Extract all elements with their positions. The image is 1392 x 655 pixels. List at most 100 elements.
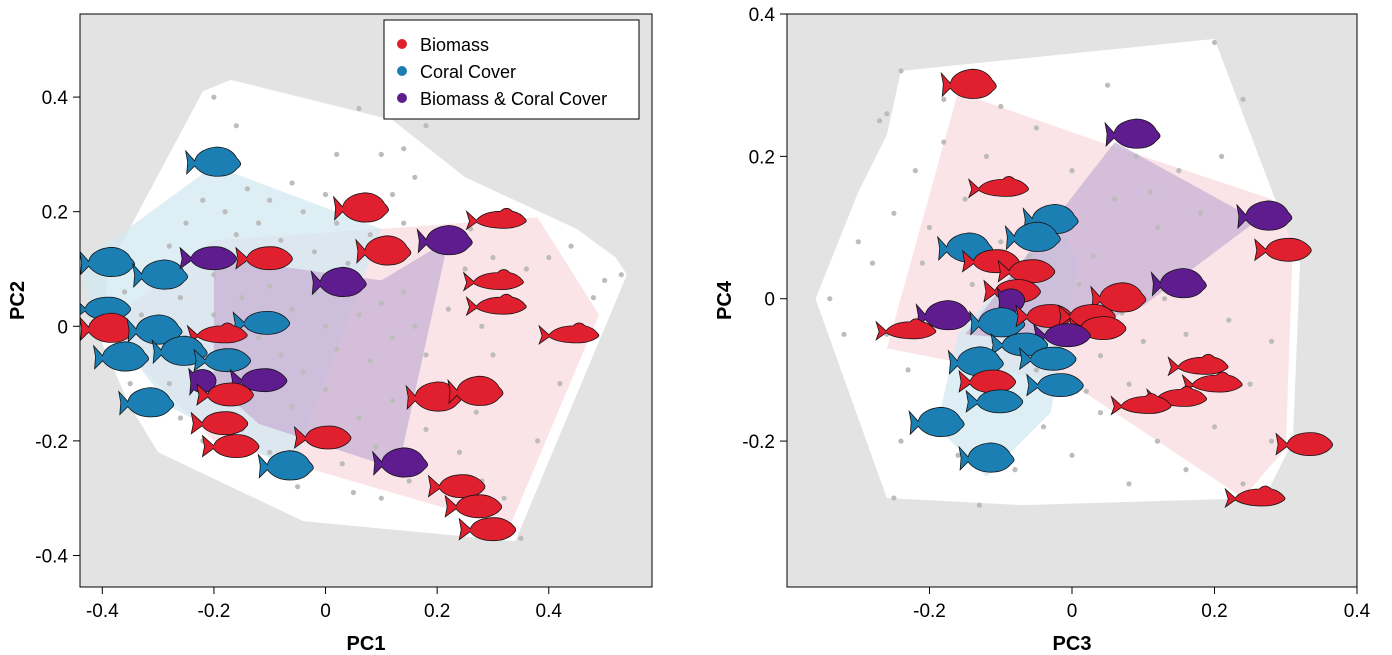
sample-point: [490, 254, 496, 261]
legend-marker-coral-cover: [397, 66, 407, 76]
legend-label-both: Biomass & Coral Cover: [420, 89, 607, 109]
fish-icon-coral-cover: [193, 348, 251, 373]
sample-point: [412, 174, 418, 180]
sample-point: [244, 186, 250, 192]
sample-point: [1097, 410, 1104, 416]
fish-icon-biomass: [1167, 353, 1229, 377]
sample-point: [211, 272, 217, 278]
fish-icon-biomass: [444, 494, 503, 519]
sample-point: [535, 438, 541, 444]
sample-point: [233, 232, 239, 238]
fish-icon-coral-cover: [132, 259, 189, 290]
sample-point: [1154, 438, 1161, 444]
x-axis-title: PC1: [347, 633, 386, 655]
sample-point: [289, 403, 295, 410]
fish-icon-both: [188, 367, 217, 396]
sample-point: [122, 289, 128, 295]
fish-icon-both: [1033, 323, 1091, 348]
fish-icon-coral-cover: [151, 335, 208, 366]
fish-icon-coral-cover: [908, 406, 965, 437]
sample-point: [401, 146, 407, 152]
sample-point: [289, 306, 295, 312]
sample-point: [378, 151, 384, 157]
sample-point: [345, 260, 351, 266]
sample-point: [423, 123, 429, 129]
sample-point: [300, 209, 306, 215]
hull-both: [213, 240, 449, 470]
sample-point: [289, 180, 295, 186]
sample-point: [445, 306, 451, 312]
sample-point: [602, 277, 608, 283]
sample-point: [462, 266, 468, 272]
sample-point: [211, 312, 217, 318]
sample-point: [322, 386, 329, 392]
sample-point: [267, 449, 273, 455]
y-tick-label: 0: [764, 290, 775, 311]
x-tick-label: 0: [1067, 601, 1078, 622]
fish-icon-biomass: [447, 375, 504, 406]
sample-point: [955, 452, 961, 458]
sample-point: [334, 220, 340, 226]
sample-point: [166, 243, 172, 249]
fish-icon-biomass: [1224, 485, 1286, 509]
panel-pc3-pc4: -0.2 0 0.2 0.4 -0.2 0 0.2 0.4 PC3 PC4: [714, 5, 1371, 655]
sample-point: [479, 323, 485, 329]
sample-point: [962, 196, 968, 202]
sample-point: [912, 168, 918, 174]
sample-point: [998, 239, 1004, 245]
sample-point: [1268, 338, 1275, 344]
sample-point: [877, 118, 883, 124]
sample-point: [311, 249, 317, 255]
sample-point: [546, 254, 552, 261]
fish-icon-coral-cover: [80, 246, 136, 277]
x-tick-label: -0.4: [86, 601, 119, 622]
fish-icon-biomass: [940, 68, 997, 99]
fish-icon-biomass: [196, 382, 254, 407]
sample-point: [976, 502, 983, 508]
sample-point: [1126, 381, 1132, 387]
x-tick-label: -0.2: [913, 601, 946, 622]
sample-point: [1126, 481, 1132, 487]
sample-point: [518, 535, 524, 541]
sample-point: [166, 381, 172, 387]
sample-point: [278, 352, 284, 358]
sample-point: [356, 312, 362, 318]
sample-point: [322, 191, 329, 198]
x-tick-label: 0.4: [1344, 601, 1371, 622]
sample-point: [855, 239, 861, 245]
sample-point: [557, 381, 563, 387]
fish-icon-biomass: [462, 269, 524, 292]
fish-icon-biomass: [201, 434, 260, 459]
sample-point: [590, 295, 597, 301]
sample-point: [138, 312, 144, 318]
x-tick-label: -0.2: [198, 601, 231, 622]
sample-point: [300, 369, 306, 375]
x-axis-title: PC3: [1053, 633, 1092, 655]
sample-point: [1012, 467, 1018, 473]
sample-point: [278, 237, 284, 243]
sample-point: [1154, 224, 1161, 231]
fish-icon-coral-cover: [257, 450, 314, 481]
sample-point: [1069, 452, 1075, 458]
legend-marker-biomass: [397, 39, 407, 49]
fish-icon-biomass: [293, 425, 352, 450]
y-tick-label: -0.2: [35, 432, 68, 453]
legend-box: [383, 19, 640, 120]
y-tick-label: 0.4: [42, 88, 69, 109]
sample-point: [1083, 388, 1089, 394]
fish-icon-biomass: [1254, 237, 1312, 262]
fish-icon-both: [1236, 200, 1293, 231]
fish-icon-biomass: [465, 293, 527, 317]
sample-point: [1240, 481, 1246, 487]
sample-point: [456, 449, 463, 455]
sample-point: [200, 197, 206, 203]
sample-point: [334, 151, 340, 157]
sample-point: [378, 300, 384, 306]
sample-point: [211, 94, 217, 100]
sample-point: [1069, 168, 1075, 174]
sample-point: [423, 426, 429, 432]
fish-icon-biomass: [1275, 432, 1333, 457]
sample-point: [1090, 253, 1096, 259]
sample-point: [239, 295, 245, 301]
y-tick-label: 0.2: [749, 147, 775, 168]
